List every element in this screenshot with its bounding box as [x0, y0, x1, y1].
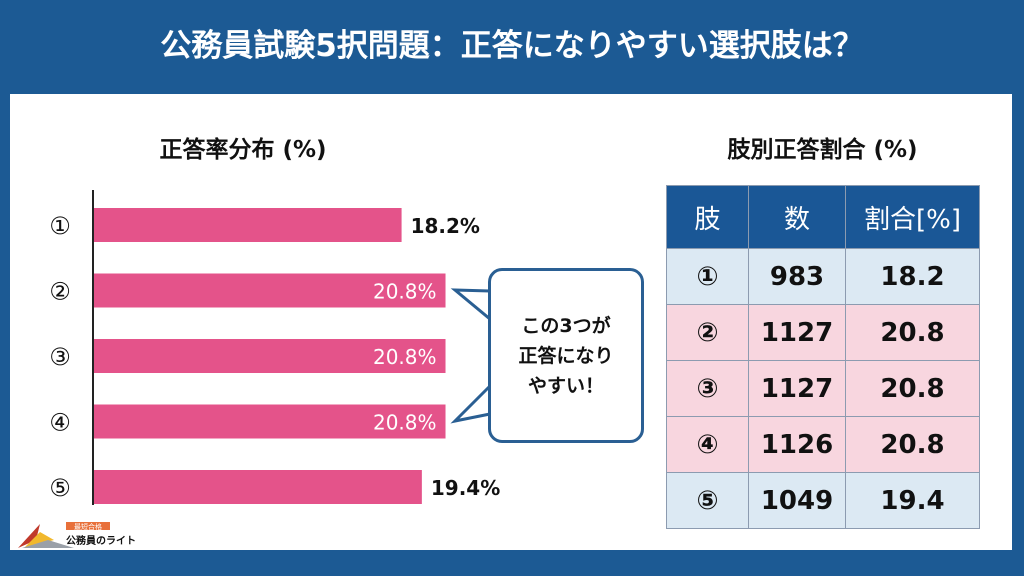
logo: 最短合格 公務員のライト: [18, 522, 136, 548]
cell: ②: [666, 304, 749, 361]
data-label: 20.8%: [373, 280, 437, 304]
logo-tag: 最短合格: [74, 522, 102, 531]
category-label: ①: [49, 212, 71, 240]
header-cell: 割合[%]: [845, 185, 980, 249]
header-cell: 肢: [666, 185, 749, 249]
category-label: ⑤: [49, 474, 71, 502]
header-cell: 数: [748, 185, 846, 249]
category-label: ②: [49, 278, 71, 306]
table-row: ⑤ 1049 19.4: [666, 472, 980, 529]
table-title: 肢別正答割合 (%): [727, 137, 918, 163]
cell: ③: [666, 360, 749, 417]
cell: ④: [666, 416, 749, 473]
table-row: ④ 1126 20.8: [666, 416, 980, 473]
page-title: 公務員試験5択問題：正答になりやすい選択肢は？: [160, 28, 864, 64]
answer-table: 肢 数 割合[%] ① 983 18.2 ② 1127 20.8 ③ 1127 20.8 ④…: [666, 185, 980, 529]
cell: 20.8: [845, 416, 980, 473]
table-row: ③ 1127 20.8: [666, 360, 980, 417]
cell: 983: [748, 248, 846, 305]
cell: 20.8: [845, 360, 980, 417]
cell: 1126: [748, 416, 846, 473]
category-label: ④: [49, 409, 71, 437]
bar: [94, 470, 422, 504]
cell: 1127: [748, 360, 846, 417]
data-label: 20.8%: [373, 345, 437, 369]
data-label: 18.2%: [411, 214, 480, 238]
bar: [94, 404, 446, 439]
bar: [94, 339, 446, 373]
cell: 19.4: [845, 472, 980, 529]
table-row: ① 983 18.2: [666, 248, 980, 305]
table-header: 肢 数 割合[%]: [666, 185, 980, 249]
cell: ①: [666, 248, 749, 305]
data-label: 19.4%: [431, 476, 500, 500]
callout-line: 正答になり: [518, 344, 614, 367]
callout-pointer: [450, 382, 492, 424]
cell: 1127: [748, 304, 846, 361]
chart-title: 正答率分布 (%): [159, 137, 327, 163]
table-row: ② 1127 20.8: [666, 304, 980, 361]
data-label: 20.8%: [373, 411, 437, 435]
logo-name: 公務員のライト: [66, 534, 136, 547]
bar: [94, 273, 446, 308]
cell: 1049: [748, 472, 846, 529]
category-label: ③: [49, 343, 71, 371]
cell: 18.2: [845, 248, 980, 305]
callout-line: この3つが: [521, 314, 611, 337]
cell: ⑤: [666, 472, 749, 529]
bar: [94, 208, 402, 242]
callout-line: やすい！: [527, 374, 604, 397]
callout-pointer: [450, 288, 492, 323]
callout-box: この3つが 正答になり やすい！: [488, 268, 644, 443]
cell: 20.8: [845, 304, 980, 361]
